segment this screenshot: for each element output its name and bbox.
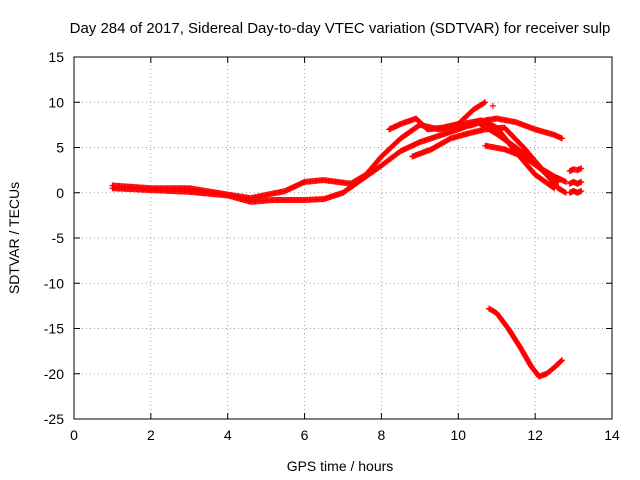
y-tick-label: -20 [44,366,64,382]
chart-title: Day 284 of 2017, Sidereal Day-to-day VTE… [70,20,611,37]
x-tick-label: 14 [604,427,620,443]
data-point [482,99,489,106]
y-tick-label: -25 [44,411,64,427]
data-point [559,135,566,142]
series-track-g [486,305,566,380]
y-tick-label: 5 [56,140,64,156]
x-axis-label: GPS time / hours [287,458,394,474]
x-tick-label: 0 [70,427,78,443]
y-tick-label: -5 [52,230,65,246]
y-tick-label: -10 [44,275,64,291]
axis-ticks: 0 2 4 6 8 10 12 14 -25 -20 -15 -10 -5 0 5 10 15 [44,49,620,443]
series-track-h [566,165,585,175]
y-tick-label: 15 [48,49,64,65]
data-point [578,165,585,172]
data-point [559,357,566,364]
data-point [562,178,569,185]
x-tick-label: 4 [224,427,232,443]
x-tick-label: 8 [378,427,386,443]
y-tick-label: -15 [44,321,64,337]
series-track-e [466,115,566,142]
data-point [558,357,565,364]
plot-area [109,99,585,380]
series-track-i [566,178,585,187]
x-tick-label: 6 [301,427,309,443]
series-track-f [482,142,569,185]
data-point [578,178,585,185]
x-tick-label: 2 [147,427,155,443]
data-point [481,99,488,106]
data-point [561,189,568,196]
y-tick-label: 0 [56,185,64,201]
x-tick-label: 10 [450,427,466,443]
series-track-j [566,187,585,196]
series-track-c [386,99,489,133]
series-outlier [489,102,496,109]
series-track-a [109,119,562,205]
data-point [489,102,496,109]
y-axis-label: SDTVAR / TECUs [6,182,22,294]
grid [74,57,612,419]
x-tick-label: 12 [527,427,543,443]
y-tick-label: 10 [48,94,64,110]
data-point [578,187,585,194]
